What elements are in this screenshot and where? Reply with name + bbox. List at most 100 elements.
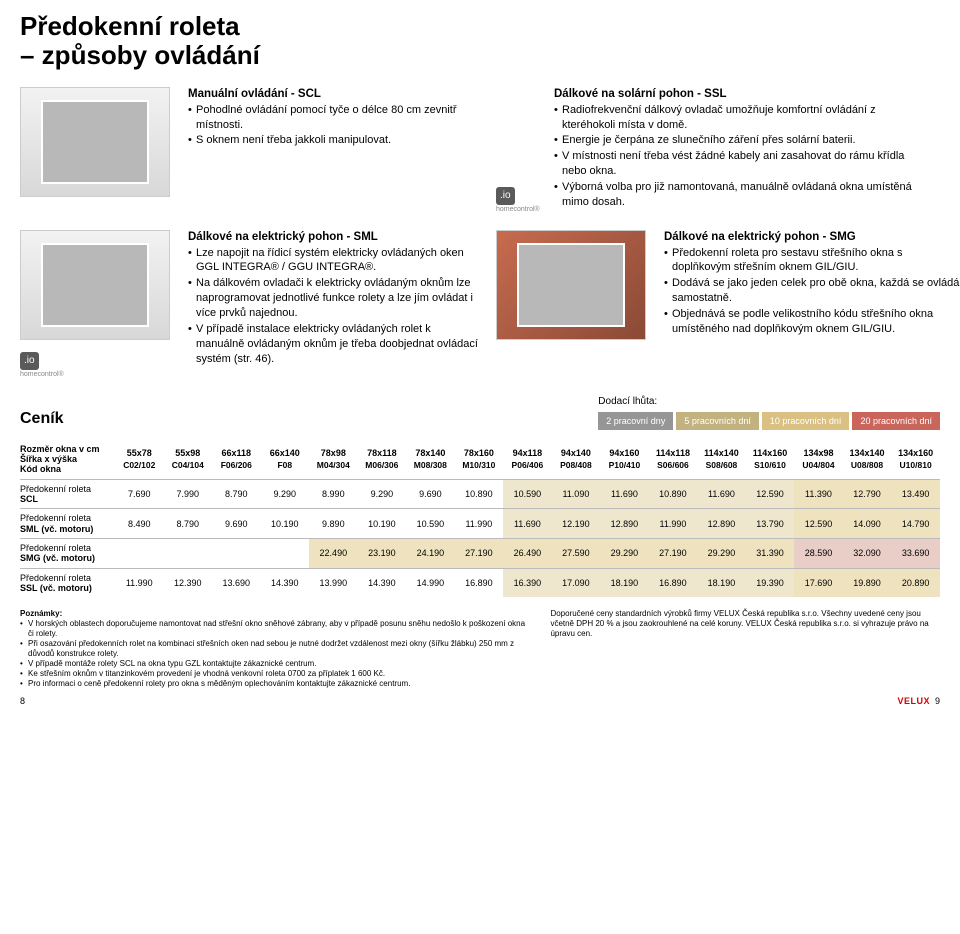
delivery-badge: 5 pracovních dní xyxy=(676,412,759,430)
brand-logo: VELUX xyxy=(897,696,930,706)
page-number-right: 9 xyxy=(935,696,940,706)
table-col-header: 114x118S06/606 xyxy=(649,440,698,480)
list-item: Energie je čerpána ze slunečního záření … xyxy=(554,133,914,148)
table-cell: 12.190 xyxy=(552,509,601,539)
table-cell: 10.890 xyxy=(455,479,504,509)
table-cell: 8.790 xyxy=(212,479,261,509)
scl-bullets: Pohodlné ovládání pomocí tyče o délce 80… xyxy=(188,103,478,149)
table-cell: 29.290 xyxy=(600,539,649,569)
table-cell: 9.290 xyxy=(358,479,407,509)
table-col-header: 66x118F06/206 xyxy=(212,440,261,480)
section-scl: Manuální ovládání - SCL Pohodlné ovládán… xyxy=(188,87,478,214)
table-cell: 10.890 xyxy=(649,479,698,509)
table-cell: 12.890 xyxy=(697,509,746,539)
list-item: Dodává se jako jeden celek pro obě okna,… xyxy=(664,276,960,306)
table-cell: 10.590 xyxy=(503,479,552,509)
table-col-header: 94x140P08/408 xyxy=(552,440,601,480)
table-cell: 11.990 xyxy=(455,509,504,539)
table-cell: 12.790 xyxy=(843,479,892,509)
mid-row: .io homecontrol® Dálkové na elektrický p… xyxy=(20,230,940,379)
section-smg: Dálkové na elektrický pohon - SMG Předok… xyxy=(664,230,960,379)
table-col-header: 134x140U08/808 xyxy=(843,440,892,480)
table-cell: 16.890 xyxy=(649,568,698,597)
notes-right: Doporučené ceny standardních výrobků fir… xyxy=(550,609,940,689)
sml-bullets: Lze napojit na řídicí systém elektricky … xyxy=(188,246,478,367)
table-cell xyxy=(261,539,310,569)
list-item: Na dálkovém ovladači k elektricky ovláda… xyxy=(188,276,478,321)
page-title: Předokenní roleta – způsoby ovládání xyxy=(20,12,940,69)
table-col-header: 78x118M06/306 xyxy=(358,440,407,480)
delivery-block: Dodací lhůta: 2 pracovní dny5 pracovních… xyxy=(598,395,940,430)
table-row-label: Předokenní roletaSML (vč. motoru) xyxy=(20,509,115,539)
table-cell: 11.690 xyxy=(503,509,552,539)
table-cell: 16.890 xyxy=(455,568,504,597)
list-item: V horských oblastech doporučujeme namont… xyxy=(20,619,526,639)
image-smg xyxy=(496,230,646,379)
list-item: Objednává se podle velikostního kódu stř… xyxy=(664,307,960,337)
notes-heading: Poznámky: xyxy=(20,609,62,618)
delivery-badge: 20 pracovních dní xyxy=(852,412,940,430)
page-number-left: 8 xyxy=(20,695,25,707)
list-item: Předokenní roleta pro sestavu střešního … xyxy=(664,246,960,276)
sml-title: Dálkové na elektrický pohon - SML xyxy=(188,230,478,246)
delivery-badge: 2 pracovní dny xyxy=(598,412,673,430)
notes: Poznámky: V horských oblastech doporučuj… xyxy=(20,609,940,689)
list-item: Radiofrekvenční dálkový ovladač umožňuje… xyxy=(554,103,914,133)
table-cell: 13.990 xyxy=(309,568,358,597)
table-cell: 7.690 xyxy=(115,479,164,509)
table-cell: 11.990 xyxy=(649,509,698,539)
table-cell: 22.490 xyxy=(309,539,358,569)
table-cell: 27.190 xyxy=(455,539,504,569)
smg-title: Dálkové na elektrický pohon - SMG xyxy=(664,230,960,246)
table-cell: 20.890 xyxy=(891,568,940,597)
table-cell: 13.490 xyxy=(891,479,940,509)
table-col-header: 94x160P10/410 xyxy=(600,440,649,480)
cenik-label: Ceník xyxy=(20,408,64,430)
ssl-bullets: Radiofrekvenční dálkový ovladač umožňuje… xyxy=(554,103,914,210)
roof-image-icon xyxy=(496,230,646,340)
io-icon: .io xyxy=(496,187,515,205)
delivery-title: Dodací lhůta: xyxy=(598,395,940,409)
table-cell xyxy=(115,539,164,569)
list-item: Při osazování předokenních rolet na komb… xyxy=(20,639,526,659)
table-cell: 28.590 xyxy=(794,539,843,569)
window-image-icon xyxy=(20,87,170,197)
table-cell: 27.590 xyxy=(552,539,601,569)
page-footer: 8 VELUX 9 xyxy=(20,695,940,707)
image-scl xyxy=(20,87,170,214)
table-row: Předokenní roletaSML (vč. motoru)8.4908.… xyxy=(20,509,940,539)
list-item: V případě montáže rolety SCL na okna typ… xyxy=(20,659,526,669)
table-cell: 27.190 xyxy=(649,539,698,569)
price-table: Rozměr okna v cm Šířka x výška Kód okna … xyxy=(20,440,940,598)
list-item: Pohodlné ovládání pomocí tyče o délce 80… xyxy=(188,103,478,133)
table-cell: 11.690 xyxy=(697,479,746,509)
table-cell: 13.690 xyxy=(212,568,261,597)
table-cell: 9.690 xyxy=(212,509,261,539)
table-cell: 14.790 xyxy=(891,509,940,539)
table-cell: 9.690 xyxy=(406,479,455,509)
smg-bullets: Předokenní roleta pro sestavu střešního … xyxy=(664,246,960,337)
table-cell: 26.490 xyxy=(503,539,552,569)
table-row-label: Předokenní roletaSCL xyxy=(20,479,115,509)
table-col-header: 55x98C04/104 xyxy=(164,440,213,480)
table-cell: 12.590 xyxy=(794,509,843,539)
image-sml: .io homecontrol® xyxy=(20,230,170,379)
cenik-header: Ceník Dodací lhůta: 2 pracovní dny5 prac… xyxy=(20,395,940,430)
list-item: Ke střešním oknům v titanzinkovém proved… xyxy=(20,669,526,679)
table-cell: 24.190 xyxy=(406,539,455,569)
table-cell xyxy=(164,539,213,569)
delivery-badge: 10 pracovních dní xyxy=(762,412,850,430)
table-col-header: 55x78C02/102 xyxy=(115,440,164,480)
table-row-label: Předokenní roletaSSL (vč. motoru) xyxy=(20,568,115,597)
table-cell: 17.690 xyxy=(794,568,843,597)
table-cell: 12.890 xyxy=(600,509,649,539)
table-cell: 29.290 xyxy=(697,539,746,569)
table-cell: 12.590 xyxy=(746,479,795,509)
table-col-header: 134x98U04/804 xyxy=(794,440,843,480)
table-cell: 11.090 xyxy=(552,479,601,509)
table-cell: 7.990 xyxy=(164,479,213,509)
table-cell: 31.390 xyxy=(746,539,795,569)
table-col-header: 66x140F08 xyxy=(261,440,310,480)
table-cell: 13.790 xyxy=(746,509,795,539)
table-cell: 14.090 xyxy=(843,509,892,539)
